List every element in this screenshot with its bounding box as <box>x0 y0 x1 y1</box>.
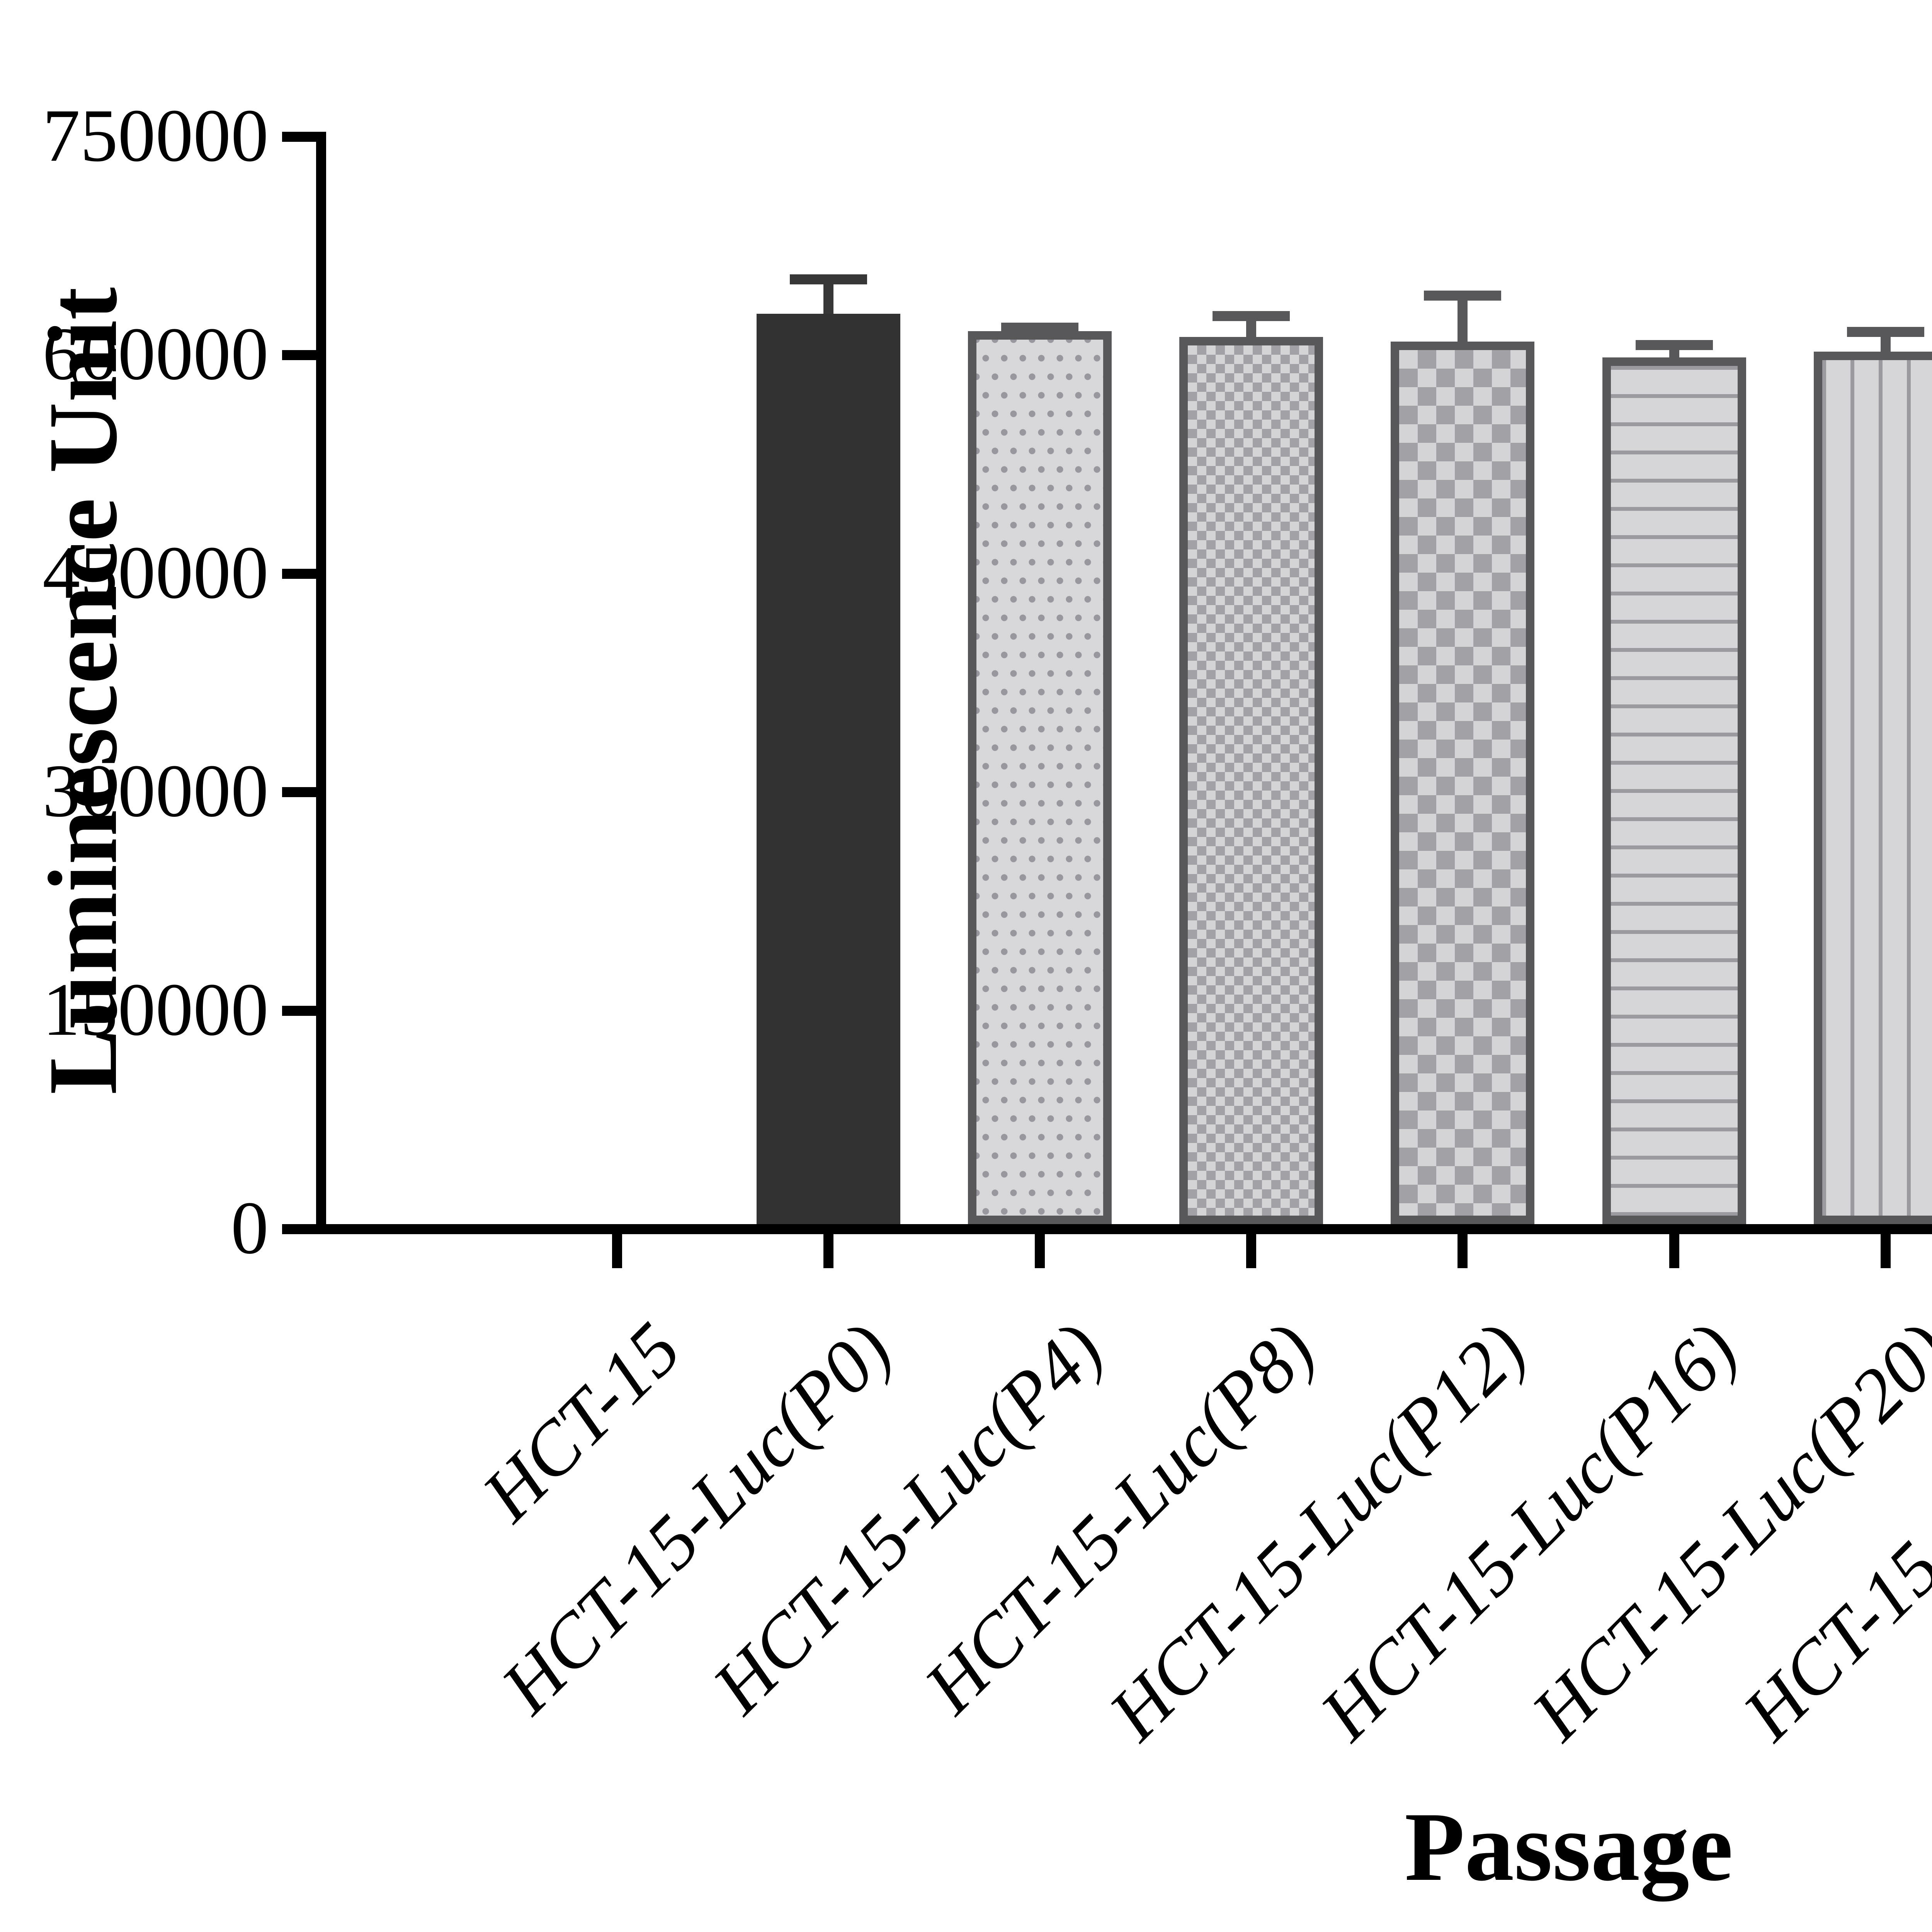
y-axis-title: Luminescence Unit <box>25 111 141 1270</box>
x-tick <box>1880 1234 1891 1268</box>
y-tick <box>282 568 316 579</box>
y-tick-label: 750000 <box>43 94 269 177</box>
y-tick-label: 0 <box>231 1186 269 1270</box>
x-axis-line <box>282 1224 1932 1234</box>
x-category-label: HCT-15-Luc(P0) <box>485 1307 908 1729</box>
bar-HCT-15-Luc(P0) <box>757 314 901 1224</box>
bar-HCT-15-Luc(P20) <box>1813 352 1932 1224</box>
x-tick <box>823 1234 834 1268</box>
x-axis-title-text: Passage <box>1405 1793 1733 1901</box>
error-bar-cap <box>1424 290 1502 301</box>
y-tick-label: 450000 <box>43 531 269 614</box>
y-axis-title-text: Luminescence Unit <box>29 287 138 1095</box>
y-tick <box>282 1005 316 1016</box>
x-tick <box>1035 1234 1045 1268</box>
bar-HCT-15-Luc(P16) <box>1602 357 1746 1224</box>
bar-HCT-15-Luc(P12) <box>1391 341 1535 1224</box>
y-axis-line <box>316 132 326 1234</box>
bar-HCT-15-Luc(P4) <box>968 331 1112 1224</box>
x-tick <box>1458 1234 1468 1268</box>
x-tick <box>1669 1234 1679 1268</box>
y-tick <box>282 787 316 798</box>
y-tick <box>282 1224 316 1234</box>
x-tick <box>1246 1234 1257 1268</box>
error-bar-cap <box>790 274 867 285</box>
error-bar-cap <box>1847 327 1924 337</box>
x-axis-title: Passage <box>1182 1785 1932 1909</box>
x-category-label: HCT-15-Luc(P8) <box>908 1307 1331 1729</box>
x-tick <box>612 1234 622 1268</box>
x-category-label: HCT-15-Luc(P4) <box>697 1307 1119 1729</box>
y-tick-label: 300000 <box>43 749 269 833</box>
y-tick-label: 600000 <box>43 312 269 396</box>
error-bar-cap <box>1635 340 1713 350</box>
error-bar-cap <box>1213 311 1290 321</box>
bar-HCT-15-Luc(P8) <box>1179 337 1323 1224</box>
error-bar-cap <box>1001 322 1079 333</box>
y-tick <box>282 132 316 142</box>
y-tick-label: 150000 <box>43 968 269 1051</box>
y-tick <box>282 350 316 361</box>
